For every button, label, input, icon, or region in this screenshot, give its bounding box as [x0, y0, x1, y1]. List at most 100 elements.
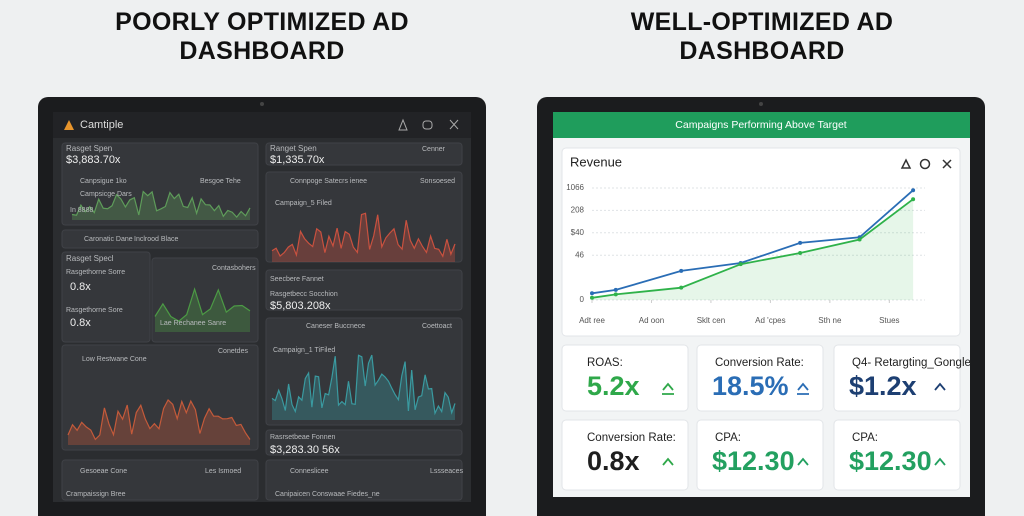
card-value: 0.8x [587, 446, 640, 476]
panel [61, 344, 259, 451]
x-tick-label: Sth ne [818, 316, 842, 325]
banner-text: Campaigns Performing Above Target [675, 119, 846, 131]
x-tick-label: Stues [879, 316, 899, 325]
card-value: 18.5% [712, 371, 789, 401]
metric-value: $1,335.70x [270, 154, 325, 166]
label: Rasget Specl [66, 254, 114, 263]
card [561, 419, 689, 491]
card [696, 419, 824, 491]
point [911, 197, 916, 202]
metric-value: 0.8x [70, 281, 91, 293]
decor-line [67, 399, 251, 441]
card-value: $12.30 [849, 446, 932, 476]
card-label: Conversion Rate: [715, 357, 804, 369]
label: Campsicge Dars [80, 191, 132, 198]
card-value: $1.2x [849, 371, 917, 401]
label: Seecbere Fannet [270, 276, 324, 283]
up-arrow [934, 382, 946, 391]
point [857, 237, 862, 242]
y-tick-label: 0 [580, 295, 585, 304]
content: Camtiple Rasget Spen$3,883.70x Canpsigue 1… [61, 119, 971, 501]
label: Rasgetbecc Socchion [270, 291, 338, 298]
point [613, 292, 618, 297]
close-icon [942, 159, 952, 169]
label: Crampaissign Bree [66, 491, 126, 498]
close-icon [449, 119, 459, 130]
point [590, 291, 594, 296]
up-arrow [934, 457, 946, 466]
label: Conetdes [218, 348, 248, 355]
decor-line [154, 287, 251, 322]
up-arrow [662, 382, 674, 395]
label: Rasrsetbeae Fonnen [270, 434, 335, 441]
metric-value: $3,283.30 56x [270, 444, 340, 456]
decor-area [272, 213, 455, 262]
panel [61, 251, 151, 343]
panel [265, 171, 463, 263]
right-title: WELL-OPTIMIZED AD DASHBOARD [630, 8, 894, 65]
card [833, 419, 961, 491]
card-label: Q4- Retargting_Gongle [852, 357, 971, 369]
point [798, 250, 803, 255]
label: Rasgethorne Sore [66, 307, 123, 314]
label: Low Restwane Cone [82, 356, 147, 363]
panel [265, 142, 463, 166]
label: Coettoact [422, 323, 452, 330]
banner [553, 112, 970, 138]
icon [919, 158, 931, 170]
card [561, 344, 689, 412]
panel [265, 269, 463, 311]
x-tick-label: Sklt cen [697, 316, 725, 325]
card-value: $12.30 [712, 446, 795, 476]
panel [61, 459, 259, 501]
card-label: CPA: [852, 432, 878, 444]
area [592, 199, 914, 300]
card-label: CPA: [715, 432, 741, 444]
up-arrow [797, 457, 809, 466]
icon [900, 158, 912, 169]
label: Canpsigue 1ko [80, 178, 127, 185]
left-title: POORLY OPTIMIZED AD DASHBOARD [115, 8, 409, 65]
label: Lae Rechanee Sanre [160, 320, 226, 327]
y-tick-label: 208 [571, 206, 585, 215]
camera [759, 102, 763, 106]
metric-value: 0.8x [70, 317, 91, 329]
x-tick-label: Adt ree [579, 316, 605, 325]
point [911, 188, 916, 193]
label: Ranget Spen [270, 144, 317, 153]
up-arrow [662, 457, 674, 466]
label: Conneslicee [290, 468, 329, 475]
header-title: Camtiple [80, 119, 123, 131]
label: Cenner [422, 146, 446, 153]
panel [265, 429, 463, 456]
label: Campaign_1 TiFiled [273, 347, 335, 354]
card [696, 344, 824, 412]
point [679, 268, 684, 273]
label: Campaign_5 Filed [275, 200, 332, 207]
label: Rasgethorne Sorre [66, 269, 125, 276]
card-label: Conversion Rate: [587, 432, 676, 444]
panel [61, 229, 259, 249]
point [613, 287, 618, 292]
y-tick-label: 46 [575, 250, 584, 259]
point [590, 295, 594, 300]
panel [265, 459, 463, 501]
label: In 8888 [70, 207, 93, 214]
label: Connpoge Satecrs ienee [290, 178, 367, 185]
point [738, 262, 743, 267]
decor-area [68, 400, 250, 445]
label: Besgoe Tehe [200, 178, 241, 185]
label: Sonsoesed [420, 178, 455, 185]
point [679, 285, 684, 290]
card-value: 5.2x [587, 371, 640, 401]
up-arrow [797, 382, 809, 395]
chart-title: Revenue [570, 154, 622, 169]
icon [422, 120, 433, 130]
label: Lssseaces [430, 468, 464, 475]
label: Caneser Buccnece [306, 323, 365, 330]
label: Inclrood Blace [134, 236, 178, 243]
decor-line [271, 212, 456, 258]
metric-value: $5,803.208x [270, 300, 331, 312]
